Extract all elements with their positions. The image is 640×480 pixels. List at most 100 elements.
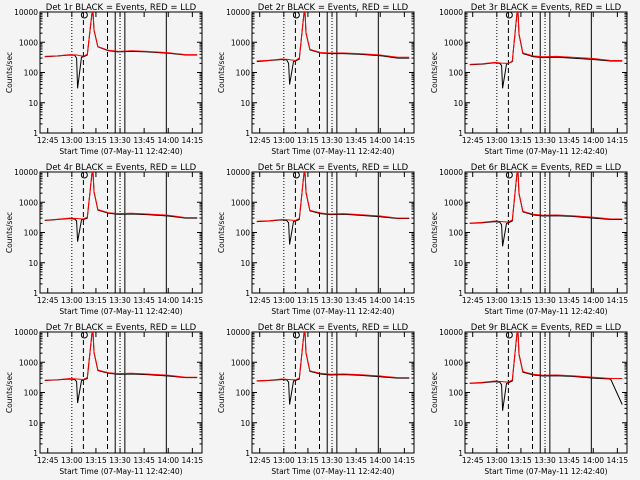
circle-marker [80,332,88,339]
x-tick-label: 14:00 [369,136,391,145]
x-tick-label: 13:00 [273,296,295,305]
y-tick-label: 1000 [231,198,250,207]
x-tick-label: 13:45 [133,296,155,305]
x-axis-label: Start Time (07-May-11 12:42:40) [484,147,607,156]
x-tick-label: 13:15 [85,296,107,305]
chart-panel: Det 6r BLACK = Events, RED = LLD Counts/s… [430,163,628,316]
y-tick-label: 1000 [231,358,250,367]
y-tick-label: 1 [33,449,38,458]
circle-marker [292,12,300,19]
x-tick-label: 12:45 [462,456,484,465]
plot-area [469,172,623,293]
series-lld-line [44,12,198,57]
x-tick-label: 13:00 [61,296,83,305]
x-tick-label: 12:45 [249,456,271,465]
series-events-line [256,12,410,85]
series-events-line [256,172,410,245]
x-tick-label: 13:30 [321,136,343,145]
x-tick-label: 13:45 [558,296,580,305]
y-tick-label: 10 [28,99,38,108]
chart-title: Det 7r BLACK = Events, RED = LLD [46,323,197,333]
y-tick-label: 1 [458,129,463,138]
y-tick-label: 1000 [19,198,38,207]
x-tick-label: 13:15 [85,136,107,145]
x-tick-label: 13:00 [61,456,83,465]
x-tick-label: 13:15 [297,456,319,465]
y-tick-label: 1000 [231,38,250,47]
x-tick-label: 13:45 [133,136,155,145]
y-tick-label: 10 [28,259,38,268]
circle-marker [292,172,300,179]
chart-panel: Det 9r BLACK = Events, RED = LLD Counts/s… [430,323,628,476]
chart-title: Det 2r BLACK = Events, RED = LLD [258,3,409,13]
plot-area [44,172,198,293]
x-tick-label: 14:00 [582,296,604,305]
y-tick-label: 1 [458,449,463,458]
chart-title: Det 3r BLACK = Events, RED = LLD [471,3,622,13]
x-tick-label: 13:45 [133,456,155,465]
y-tick-label: 1000 [19,38,38,47]
circle-marker [80,12,88,19]
y-tick-label: 10000 [14,328,38,337]
x-tick-label: 14:15 [607,136,629,145]
x-tick-label: 13:45 [345,456,367,465]
x-tick-label: 13:30 [534,296,556,305]
y-axis-label: Counts/sec [430,372,439,413]
x-axis-label: Start Time (07-May-11 12:42:40) [59,467,182,476]
circle-marker [80,172,88,179]
x-tick-label: 13:30 [534,456,556,465]
x-tick-label: 13:00 [486,136,508,145]
y-tick-label: 10000 [439,168,463,177]
x-tick-label: 13:15 [510,296,532,305]
plot-area [256,12,410,133]
x-tick-label: 14:15 [182,296,204,305]
y-tick-label: 1 [245,129,250,138]
x-tick-label: 13:45 [345,296,367,305]
y-tick-label: 1000 [444,198,463,207]
plot-frame [39,331,203,454]
x-tick-label: 13:30 [321,456,343,465]
y-tick-label: 10000 [14,8,38,17]
x-tick-label: 14:15 [607,456,629,465]
series-lld-line [469,332,623,384]
y-tick-label: 1000 [19,358,38,367]
x-tick-label: 13:30 [321,296,343,305]
chart-title: Det 9r BLACK = Events, RED = LLD [471,323,622,333]
y-tick-label: 1 [458,289,463,298]
chart-panel: Det 4r BLACK = Events, RED = LLD Counts/s… [5,163,203,316]
y-tick-label: 100 [236,69,251,78]
x-tick-label: 13:00 [486,456,508,465]
x-tick-label: 12:45 [249,296,271,305]
y-tick-label: 100 [449,389,464,398]
y-axis-label: Counts/sec [217,212,226,253]
y-tick-label: 10 [240,259,250,268]
circle-marker [505,332,513,339]
series-lld-line [256,332,410,382]
y-tick-label: 100 [449,69,464,78]
x-tick-label: 14:15 [394,296,416,305]
x-tick-label: 14:00 [582,456,604,465]
y-tick-label: 100 [24,229,39,238]
series-lld-line [469,172,623,224]
series-lld-line [44,172,198,221]
x-tick-label: 14:00 [157,136,179,145]
plot-frame [464,331,628,454]
y-tick-label: 1000 [444,38,463,47]
series-events-line [469,172,623,247]
series-lld-line [44,332,198,381]
series-events-line [44,332,198,404]
x-tick-label: 14:15 [394,456,416,465]
x-tick-label: 13:45 [345,136,367,145]
y-axis-label: Counts/sec [5,212,14,253]
y-tick-label: 10000 [439,8,463,17]
y-tick-label: 10000 [226,168,250,177]
x-tick-label: 13:00 [486,296,508,305]
plot-frame [251,11,415,134]
x-tick-label: 14:00 [157,296,179,305]
x-tick-label: 13:15 [297,136,319,145]
x-tick-label: 13:45 [558,136,580,145]
x-tick-label: 12:45 [37,296,59,305]
x-tick-label: 14:00 [157,456,179,465]
chart-title: Det 6r BLACK = Events, RED = LLD [471,163,622,173]
